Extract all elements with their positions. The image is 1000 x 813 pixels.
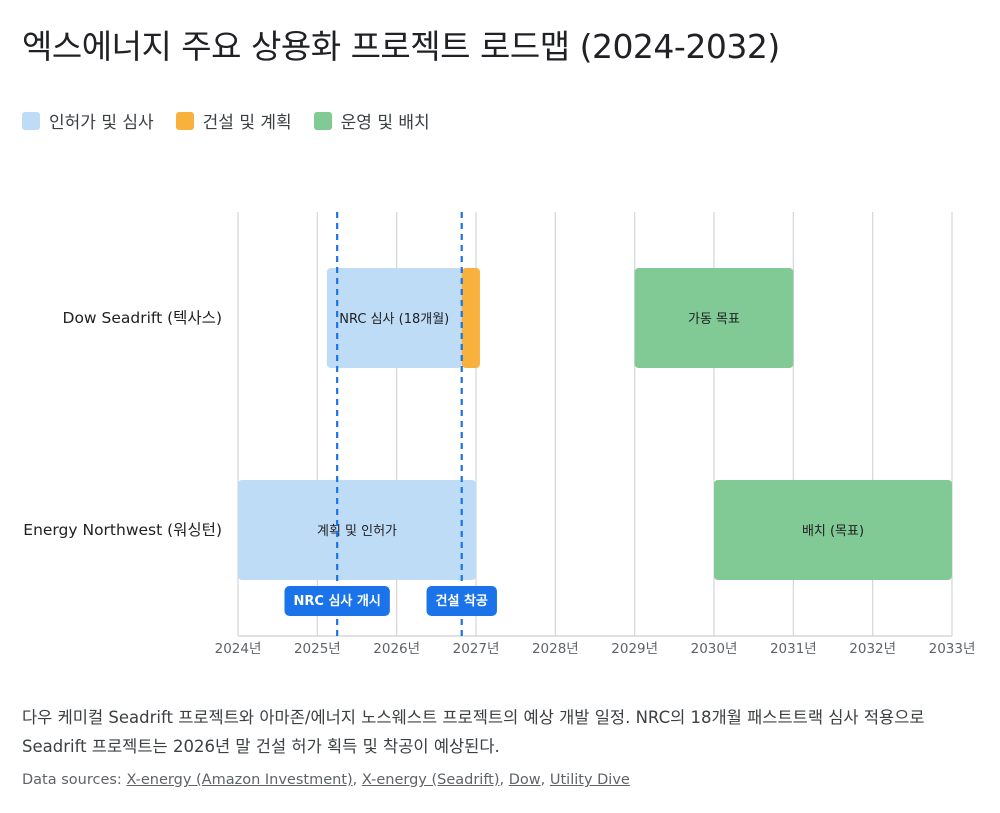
gantt-chart: 2024년 2025년 2026년 2027년 2028년 2029년 2030년 2031년…	[23, 212, 976, 657]
x-tick-label: 2029년	[611, 641, 658, 657]
source-link-seadrift[interactable]: X-energy (Seadrift)	[361, 772, 500, 788]
source-link-dow[interactable]: Dow	[508, 772, 541, 788]
legend-label-operation: 운영 및 배치	[340, 113, 430, 133]
legend-label-construction: 건설 및 계획	[202, 113, 292, 133]
x-tick-label: 2027년	[453, 641, 500, 657]
milestone-label: NRC 심사 개시	[294, 593, 381, 609]
x-tick-label: 2030년	[691, 641, 738, 657]
x-tick-label: 2024년	[215, 641, 262, 657]
milestone-badge	[284, 586, 390, 616]
legend-item-construction: 건설 및 계획	[175, 108, 292, 133]
data-sources: Data sources: X-energy (Amazon Investmen…	[22, 772, 630, 788]
milestone-label: 건설 착공	[436, 593, 488, 609]
x-tick-label: 2033년	[929, 641, 976, 657]
legend-swatch-permitting	[22, 111, 40, 130]
bar-label: 가동 목표	[688, 312, 740, 327]
legend-item-permitting: 인허가 및 심사	[22, 108, 154, 133]
gantt-bar	[238, 480, 476, 580]
bar-label: 배치 (목표)	[802, 524, 864, 539]
legend: 인허가 및 심사 건설 및 계획 운영 및 배치	[22, 108, 430, 133]
row-label: Dow Seadrift (텍사스)	[63, 309, 222, 327]
gantt-bar	[326, 268, 462, 368]
sources-prefix: Data sources:	[22, 772, 127, 788]
row-label: Energy Northwest (워싱턴)	[23, 521, 222, 539]
legend-swatch-construction	[175, 111, 194, 130]
milestone-badge	[426, 586, 497, 616]
gantt-bar	[714, 480, 952, 580]
legend-item-operation: 운영 및 배치	[313, 108, 430, 133]
gantt-bar	[461, 268, 480, 368]
x-tick-label: 2026년	[373, 641, 420, 657]
legend-label-permitting: 인허가 및 심사	[49, 113, 154, 133]
gantt-bar	[634, 268, 794, 368]
chart-title: 엑스에너지 주요 상용화 프로젝트 로드맵 (2024-2032)	[22, 27, 780, 66]
chart-caption: 다우 케미컬 Seadrift 프로젝트와 아마존/에너지 노스웨스트 프로젝트…	[22, 708, 925, 756]
x-tick-label: 2028년	[532, 641, 579, 657]
bar-label: 계획 및 인허가	[317, 524, 397, 539]
legend-swatch-operation	[313, 111, 332, 130]
x-tick-label: 2025년	[294, 641, 341, 657]
bar-label: NRC 심사 (18개월)	[339, 312, 449, 327]
x-tick-label: 2031년	[770, 641, 817, 657]
source-link-amazon[interactable]: X-energy (Amazon Investment)	[126, 772, 353, 788]
source-link-utility-dive[interactable]: Utility Dive	[549, 772, 630, 788]
x-tick-label: 2032년	[849, 641, 896, 657]
